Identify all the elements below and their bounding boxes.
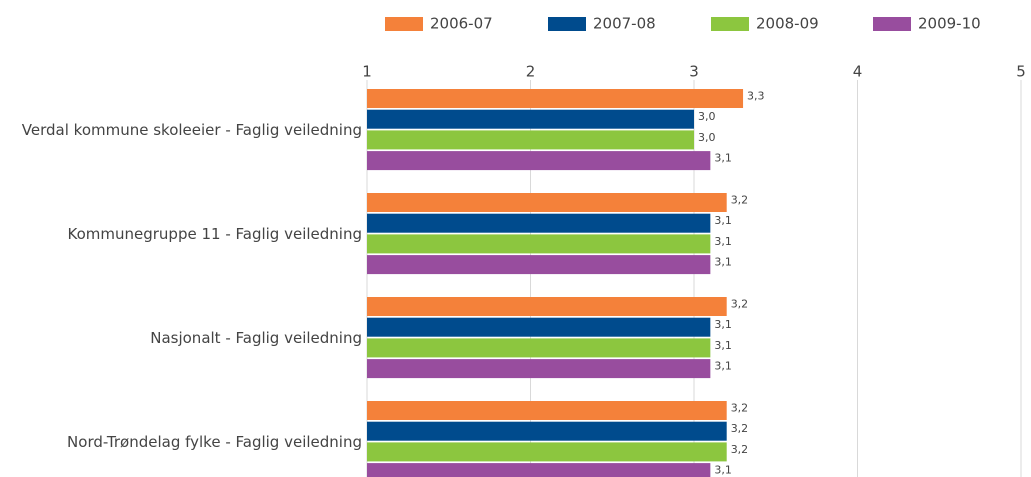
bar [367, 401, 727, 420]
bar [367, 213, 711, 233]
bar [367, 151, 711, 171]
bar [367, 109, 694, 129]
x-tick-label: 4 [853, 63, 863, 81]
bar [367, 130, 694, 150]
category-label: Nord-Trøndelag fylke - Faglig veiledning [67, 433, 362, 452]
bar [367, 463, 711, 477]
x-tick-label: 2 [526, 63, 536, 81]
legend-label: 2008-09 [756, 15, 819, 33]
value-label: 3,3 [747, 90, 765, 103]
bar [367, 297, 727, 316]
bar [367, 317, 711, 337]
category-label: Kommunegruppe 11 - Faglig veiledning [67, 225, 363, 244]
value-label: 3,2 [731, 402, 749, 415]
legend-swatch [873, 17, 911, 31]
x-tick-label: 3 [689, 63, 699, 81]
bar [367, 442, 727, 462]
value-label: 3,1 [714, 318, 732, 331]
value-label: 3,1 [714, 235, 732, 248]
value-label: 3,1 [714, 256, 732, 269]
bar [367, 193, 727, 212]
bar [367, 359, 711, 379]
x-tick-label: 5 [1016, 63, 1026, 81]
value-label: 3,2 [731, 298, 749, 311]
bar [367, 255, 711, 275]
legend-label: 2009-10 [918, 15, 981, 33]
value-label: 3,1 [714, 360, 732, 373]
legend-swatch [548, 17, 586, 31]
bar [367, 234, 711, 254]
value-label: 3,2 [731, 422, 749, 435]
value-label: 3,1 [714, 214, 732, 227]
value-label: 3,2 [731, 194, 749, 207]
x-tick-label: 1 [362, 63, 372, 81]
legend-label: 2006-07 [430, 15, 493, 33]
value-label: 3,1 [714, 152, 732, 165]
value-label: 3,0 [698, 110, 716, 123]
value-label: 3,2 [731, 443, 749, 456]
bar [367, 89, 744, 108]
value-label: 3,0 [698, 131, 716, 144]
category-label: Verdal kommune skoleeier - Faglig veiled… [21, 121, 362, 140]
legend-label: 2007-08 [593, 15, 656, 33]
bar [367, 421, 727, 441]
category-label: Nasjonalt - Faglig veiledning [150, 329, 362, 348]
legend-swatch [385, 17, 423, 31]
legend-swatch [711, 17, 749, 31]
bar [367, 338, 711, 358]
value-label: 3,1 [714, 464, 732, 477]
value-label: 3,1 [714, 339, 732, 352]
